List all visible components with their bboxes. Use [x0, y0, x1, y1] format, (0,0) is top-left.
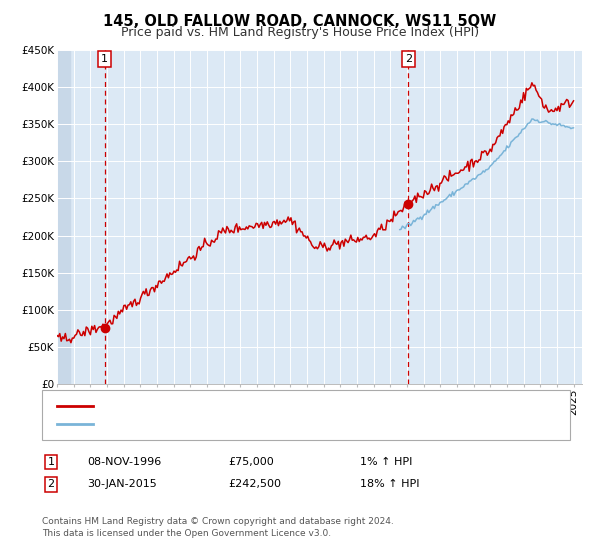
Text: £75,000: £75,000	[228, 457, 274, 467]
Text: 18% ↑ HPI: 18% ↑ HPI	[360, 479, 419, 489]
Text: 08-NOV-1996: 08-NOV-1996	[87, 457, 161, 467]
Text: This data is licensed under the Open Government Licence v3.0.: This data is licensed under the Open Gov…	[42, 529, 331, 538]
Text: 145, OLD FALLOW ROAD, CANNOCK, WS11 5QW: 145, OLD FALLOW ROAD, CANNOCK, WS11 5QW	[103, 14, 497, 29]
Text: 2: 2	[47, 479, 55, 489]
Text: 1: 1	[101, 54, 108, 64]
Text: Price paid vs. HM Land Registry's House Price Index (HPI): Price paid vs. HM Land Registry's House …	[121, 26, 479, 39]
Text: 30-JAN-2015: 30-JAN-2015	[87, 479, 157, 489]
Text: 1: 1	[47, 457, 55, 467]
Text: 1% ↑ HPI: 1% ↑ HPI	[360, 457, 412, 467]
Text: 2: 2	[405, 54, 412, 64]
Text: HPI: Average price, detached house, Cannock Chase: HPI: Average price, detached house, Cann…	[99, 419, 392, 429]
Text: 145, OLD FALLOW ROAD, CANNOCK, WS11 5QW (detached house): 145, OLD FALLOW ROAD, CANNOCK, WS11 5QW …	[99, 401, 469, 411]
Text: £242,500: £242,500	[228, 479, 281, 489]
Text: Contains HM Land Registry data © Crown copyright and database right 2024.: Contains HM Land Registry data © Crown c…	[42, 517, 394, 526]
